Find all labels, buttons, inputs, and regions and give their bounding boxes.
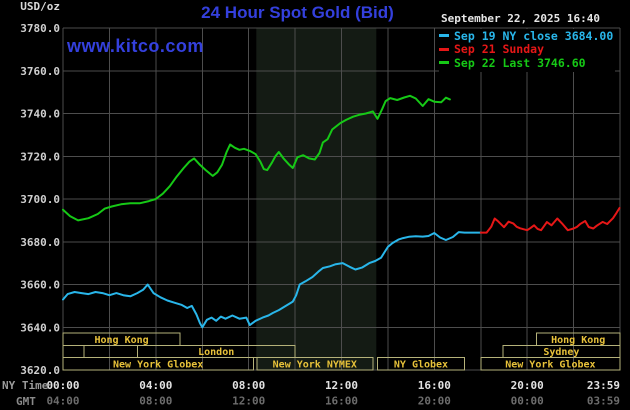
session-box bbox=[256, 357, 374, 371]
x-tick-label-ny: 08:00 bbox=[232, 379, 265, 392]
y-tick-label: 3680.0 bbox=[20, 236, 60, 249]
legend-label: Sep 19 NY close 3684.00 bbox=[454, 28, 614, 43]
chart-datetime: September 22, 2025 16:40 bbox=[441, 12, 600, 25]
session-label: New York Globex bbox=[113, 359, 203, 370]
y-tick-label: 3700.0 bbox=[20, 193, 60, 206]
legend-dash-icon bbox=[439, 61, 449, 65]
x-tick-label-gmt: 00:00 bbox=[511, 395, 544, 408]
x-tick-label-ny: 04:00 bbox=[139, 379, 172, 392]
legend-item: Sep 22 Last 3746.60 bbox=[439, 56, 613, 70]
session-box bbox=[62, 344, 85, 359]
session-box bbox=[480, 357, 621, 371]
x-tick-label-ny: 00:00 bbox=[46, 379, 79, 392]
y-tick-label: 3720.0 bbox=[20, 150, 60, 163]
x-tick-label-gmt: 04:00 bbox=[46, 395, 79, 408]
session-label: Hong Kong bbox=[551, 335, 605, 346]
session-label: New York NYMEX bbox=[273, 359, 357, 370]
y-axis-unit-label: USD/oz bbox=[20, 0, 60, 13]
session-box bbox=[83, 344, 138, 359]
x-tick-label-ny: 23:59 bbox=[587, 379, 620, 392]
x-tick-label-ny: 16:00 bbox=[418, 379, 451, 392]
x-tick-label-gmt: 16:00 bbox=[325, 395, 358, 408]
legend-item: Sep 19 NY close 3684.00 bbox=[439, 29, 613, 43]
y-tick-label: 3760.0 bbox=[20, 65, 60, 78]
session-label: New York Globex bbox=[505, 359, 595, 370]
session-label: Hong Kong bbox=[95, 335, 149, 346]
y-tick-label: 3640.0 bbox=[20, 321, 60, 334]
x-tick-label-gmt: 20:00 bbox=[418, 395, 451, 408]
kitco-watermark-link[interactable]: www.kitco.com bbox=[67, 36, 204, 56]
x-axis-caption-ny-time: NY Time bbox=[2, 379, 49, 392]
x-tick-label-gmt: 03:59 bbox=[587, 395, 620, 408]
series-line-sep-21-sunday bbox=[479, 207, 621, 234]
legend-dash-icon bbox=[439, 34, 449, 38]
y-tick-label: 3780.0 bbox=[20, 22, 60, 35]
y-tick-label: 3620.0 bbox=[20, 364, 60, 377]
session-label: London bbox=[198, 347, 234, 358]
session-box bbox=[62, 357, 254, 371]
x-axis-caption-gmt: GMT bbox=[16, 395, 36, 408]
series-line-sep-19-ny-close bbox=[62, 231, 482, 329]
session-label: NY Globex bbox=[394, 359, 448, 370]
legend-label: Sep 22 Last 3746.60 bbox=[454, 55, 586, 70]
y-tick-label: 3740.0 bbox=[20, 108, 60, 121]
x-tick-label-ny: 12:00 bbox=[325, 379, 358, 392]
page-title: 24 Hour Spot Gold (Bid) bbox=[201, 3, 394, 22]
legend-item: Sep 21 Sunday bbox=[439, 42, 613, 57]
session-box bbox=[376, 357, 466, 371]
legend-dash-icon bbox=[439, 47, 449, 51]
legend: Sep 19 NY close 3684.00 Sep 21 Sunday Sep … bbox=[439, 29, 616, 72]
y-tick-label: 3660.0 bbox=[20, 279, 60, 292]
x-tick-label-gmt: 08:00 bbox=[139, 395, 172, 408]
series-line-sep-22-last bbox=[62, 94, 451, 222]
x-tick-label-ny: 20:00 bbox=[511, 379, 544, 392]
session-label: Sydney bbox=[543, 347, 579, 358]
x-tick-label-gmt: 12:00 bbox=[232, 395, 265, 408]
legend-label: Sep 21 Sunday bbox=[454, 42, 545, 57]
